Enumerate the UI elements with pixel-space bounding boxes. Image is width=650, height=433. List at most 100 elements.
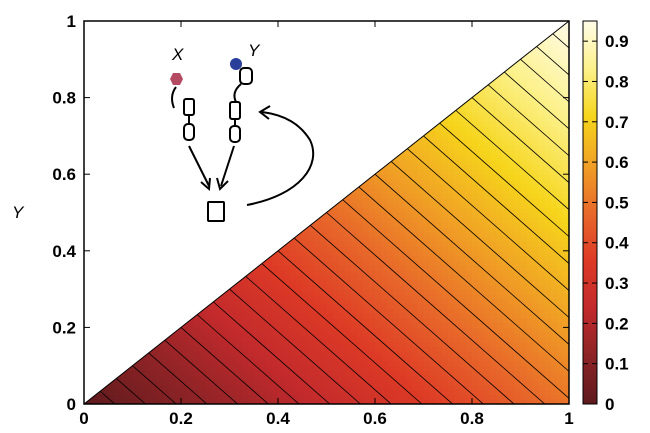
heat-cell — [550, 198, 558, 204]
heat-cell — [526, 241, 534, 247]
heat-cell — [514, 332, 522, 338]
heat-cell — [556, 303, 564, 309]
heat-cell — [490, 341, 497, 348]
heat-cell — [387, 298, 394, 305]
heat-cell — [532, 341, 540, 348]
heat-cell — [465, 135, 473, 142]
heat-cell — [138, 394, 146, 400]
heat-cell — [405, 351, 412, 357]
heat-cell — [441, 241, 449, 247]
heat-cell — [484, 341, 491, 348]
heat-cell — [344, 293, 352, 300]
heat-cell — [502, 241, 509, 247]
heat-cell — [368, 198, 376, 204]
heat-cell — [520, 317, 528, 324]
heat-cell — [296, 236, 303, 242]
heat-cell — [417, 317, 425, 324]
heat-cell — [453, 188, 461, 194]
heat-cell — [526, 370, 534, 376]
heat-cell — [544, 174, 552, 180]
heat-cell — [465, 217, 473, 223]
heat-cell — [290, 370, 297, 376]
heat-cell — [271, 308, 279, 314]
heat-cell — [259, 380, 267, 386]
heat-cell — [441, 246, 449, 252]
heat-cell — [526, 121, 534, 127]
heat-cell — [465, 317, 473, 324]
heat-cell — [453, 298, 461, 305]
heat-cell — [193, 360, 200, 367]
heat-cell — [429, 155, 437, 161]
heat-cell — [435, 380, 443, 386]
heat-cell — [174, 346, 182, 352]
heat-cell — [453, 260, 461, 266]
heat-cell — [562, 265, 569, 271]
heat-cell — [320, 284, 328, 290]
heat-cell — [308, 375, 315, 381]
heat-cell — [562, 169, 569, 175]
heat-cell — [278, 341, 285, 348]
heat-cell — [259, 303, 267, 309]
heat-cell — [490, 116, 497, 123]
heat-cell — [362, 336, 370, 343]
heat-cell — [223, 308, 231, 314]
heat-cell — [465, 159, 473, 166]
heat-cell — [423, 207, 431, 214]
heat-cell — [235, 327, 243, 333]
heat-cell — [320, 384, 328, 391]
heat-cell — [441, 140, 449, 147]
heat-cell — [387, 231, 394, 238]
heat-cell — [453, 274, 461, 281]
heat-cell — [544, 222, 552, 228]
heat-cell — [350, 351, 358, 357]
heat-cell — [320, 231, 328, 238]
heat-cell — [314, 370, 322, 376]
heat-cell — [114, 389, 121, 396]
heat-cell — [459, 255, 467, 261]
heat-cell — [193, 370, 200, 376]
heat-cell — [411, 322, 419, 328]
heat-cell — [472, 298, 479, 305]
heat-cell — [344, 274, 352, 281]
heat-cell — [344, 241, 352, 247]
heat-cell — [544, 193, 552, 199]
heat-cell — [447, 145, 455, 151]
heat-cell — [338, 313, 346, 319]
heat-cell — [453, 346, 461, 352]
heat-cell — [271, 351, 279, 357]
heat-cell — [459, 188, 467, 194]
heat-cell — [478, 236, 485, 242]
heat-cell — [484, 332, 491, 338]
heat-cell — [465, 202, 473, 209]
heat-cell — [550, 375, 558, 381]
heat-cell — [478, 231, 485, 238]
heat-cell — [447, 226, 455, 233]
heat-cell — [538, 64, 546, 70]
heat-cell — [472, 126, 479, 132]
heat-cell — [405, 336, 412, 343]
heat-cell — [387, 336, 394, 343]
heat-cell — [556, 351, 564, 357]
heat-cell — [502, 265, 509, 271]
heat-cell — [544, 260, 552, 266]
heat-cell — [278, 399, 285, 404]
heat-cell — [538, 231, 546, 238]
heat-cell — [302, 313, 309, 319]
heat-cell — [405, 284, 412, 290]
heat-cell — [241, 384, 249, 391]
heat-cell — [375, 241, 382, 247]
heat-cell — [478, 102, 485, 108]
heat-cell — [241, 389, 249, 396]
heat-cell — [393, 169, 400, 175]
heat-cell — [520, 183, 528, 190]
heat-cell — [284, 317, 291, 324]
heat-cell — [472, 202, 479, 209]
heat-cell — [508, 88, 516, 94]
heat-cell — [508, 327, 516, 333]
heat-cell — [356, 293, 364, 300]
heat-cell — [447, 298, 455, 305]
heat-cell — [326, 351, 334, 357]
heat-cell — [544, 102, 552, 108]
heat-cell — [435, 375, 443, 381]
heat-cell — [423, 298, 431, 305]
